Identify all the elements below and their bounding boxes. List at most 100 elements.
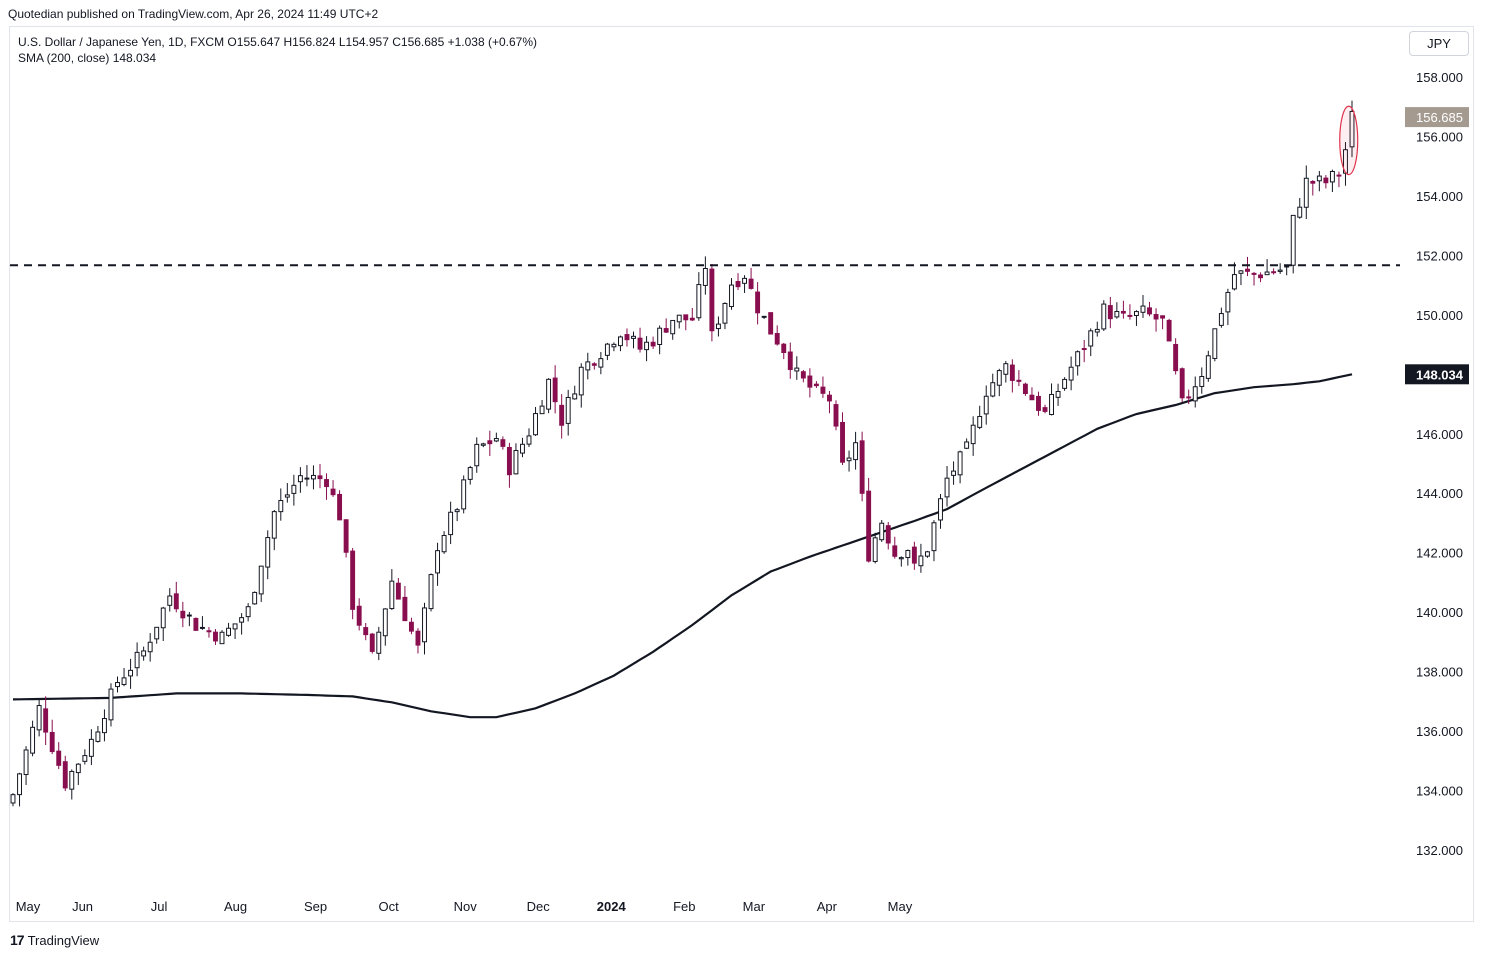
- symbol-legend[interactable]: U.S. Dollar / Japanese Yen, 1D, FXCM O15…: [18, 35, 538, 49]
- candle[interactable]: [1179, 367, 1185, 403]
- candle[interactable]: [977, 405, 983, 430]
- candle[interactable]: [213, 629, 218, 645]
- candle[interactable]: [735, 273, 741, 290]
- candle[interactable]: [284, 483, 290, 503]
- candle[interactable]: [500, 436, 506, 450]
- candle[interactable]: [715, 316, 721, 337]
- candle[interactable]: [1003, 360, 1009, 383]
- candle[interactable]: [951, 461, 957, 485]
- candle[interactable]: [1258, 272, 1264, 283]
- candle[interactable]: [108, 683, 114, 727]
- candle[interactable]: [1147, 301, 1152, 317]
- sma-line[interactable]: [12, 373, 1353, 719]
- candle[interactable]: [1251, 272, 1257, 286]
- candle[interactable]: [88, 729, 94, 766]
- candle[interactable]: [833, 400, 839, 431]
- candle[interactable]: [75, 763, 81, 785]
- candle[interactable]: [154, 626, 160, 644]
- candle[interactable]: [559, 394, 565, 439]
- candle[interactable]: [1094, 321, 1100, 337]
- candle[interactable]: [304, 465, 310, 487]
- candle[interactable]: [1075, 350, 1081, 376]
- candle[interactable]: [1107, 297, 1113, 329]
- candle[interactable]: [1199, 367, 1205, 394]
- candle[interactable]: [311, 465, 316, 490]
- candle[interactable]: [219, 630, 225, 645]
- candle[interactable]: [226, 622, 231, 637]
- candle[interactable]: [317, 464, 323, 489]
- candle[interactable]: [1297, 197, 1303, 219]
- candle[interactable]: [866, 477, 872, 563]
- candle[interactable]: [552, 365, 558, 414]
- candle[interactable]: [1068, 356, 1074, 391]
- candle[interactable]: [794, 356, 800, 380]
- candle[interactable]: [493, 432, 499, 443]
- candle[interactable]: [578, 363, 584, 408]
- candle[interactable]: [49, 719, 55, 755]
- candle[interactable]: [729, 278, 734, 310]
- candle[interactable]: [206, 627, 212, 638]
- candle[interactable]: [265, 530, 271, 580]
- candle[interactable]: [709, 263, 715, 342]
- candle[interactable]: [879, 519, 885, 542]
- candle[interactable]: [585, 352, 591, 380]
- candle[interactable]: [1088, 328, 1094, 357]
- candle[interactable]: [324, 473, 329, 500]
- candle[interactable]: [350, 547, 356, 620]
- candle[interactable]: [186, 611, 192, 627]
- candle[interactable]: [1055, 383, 1061, 406]
- candle[interactable]: [389, 569, 395, 610]
- candle[interactable]: [43, 696, 49, 746]
- candle[interactable]: [1349, 100, 1355, 158]
- candle[interactable]: [62, 755, 68, 792]
- candle[interactable]: [990, 373, 996, 398]
- candle[interactable]: [624, 328, 630, 347]
- candle[interactable]: [1186, 389, 1192, 405]
- candle[interactable]: [369, 632, 375, 654]
- candle[interactable]: [435, 542, 441, 586]
- candle[interactable]: [402, 585, 408, 622]
- candle[interactable]: [1290, 214, 1296, 274]
- candle[interactable]: [95, 725, 101, 743]
- candle[interactable]: [297, 467, 303, 493]
- candle[interactable]: [768, 312, 774, 335]
- candle[interactable]: [957, 450, 963, 484]
- candle[interactable]: [983, 385, 989, 425]
- candle[interactable]: [853, 431, 859, 470]
- candle[interactable]: [611, 342, 617, 352]
- candle[interactable]: [258, 565, 264, 602]
- candle[interactable]: [17, 772, 22, 807]
- candle[interactable]: [121, 667, 127, 687]
- candle[interactable]: [938, 493, 943, 529]
- candle[interactable]: [128, 658, 134, 689]
- currency-selector[interactable]: JPY: [1409, 31, 1469, 56]
- candle[interactable]: [748, 267, 754, 290]
- candle[interactable]: [676, 314, 682, 329]
- candle[interactable]: [147, 633, 153, 662]
- candle[interactable]: [970, 416, 976, 456]
- candle[interactable]: [1329, 169, 1335, 192]
- candle[interactable]: [1316, 170, 1322, 192]
- candle[interactable]: [774, 325, 780, 346]
- candle[interactable]: [101, 709, 107, 742]
- candle[interactable]: [428, 573, 434, 612]
- candle[interactable]: [30, 720, 36, 757]
- footer-brand[interactable]: 17 TradingView: [10, 932, 99, 948]
- candle[interactable]: [924, 550, 930, 558]
- candle[interactable]: [761, 315, 767, 319]
- sma-legend[interactable]: SMA (200, close) 148.034: [18, 51, 157, 65]
- candle[interactable]: [180, 601, 186, 628]
- candle[interactable]: [872, 532, 878, 564]
- candle[interactable]: [461, 475, 467, 514]
- candle[interactable]: [167, 588, 173, 612]
- candle[interactable]: [441, 531, 447, 554]
- candle[interactable]: [1245, 256, 1250, 277]
- candle[interactable]: [448, 501, 454, 545]
- candle[interactable]: [1238, 270, 1244, 286]
- candle[interactable]: [291, 474, 297, 506]
- candle[interactable]: [644, 336, 650, 362]
- candle[interactable]: [702, 256, 708, 295]
- candle[interactable]: [1081, 340, 1087, 363]
- candle[interactable]: [395, 577, 401, 600]
- candle[interactable]: [892, 536, 898, 559]
